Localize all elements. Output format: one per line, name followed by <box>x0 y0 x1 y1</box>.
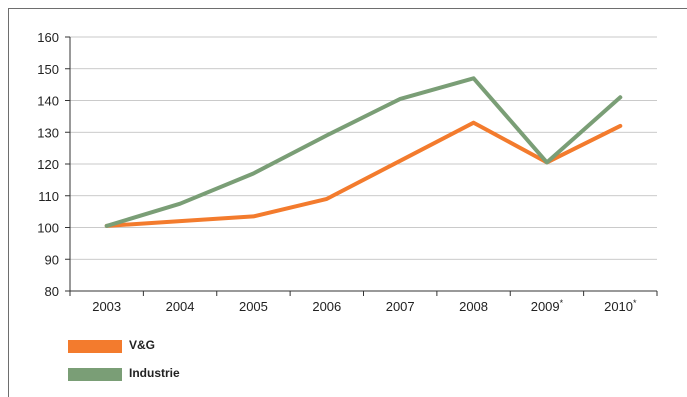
y-tick-label-130: 130 <box>37 125 59 140</box>
grid-lines <box>70 36 657 260</box>
y-tick-label-120: 120 <box>37 157 59 172</box>
x-tick-label-2006: 2006 <box>312 299 341 314</box>
x-tick-label-2009: 2009* <box>531 298 564 314</box>
series-line-industrie <box>104 76 623 228</box>
legend-swatch-industrie <box>68 368 122 381</box>
y-tick-label-150: 150 <box>37 62 59 77</box>
y-tick-label-100: 100 <box>37 221 59 236</box>
y-tick-label-160: 160 <box>37 30 59 45</box>
legend-label-industrie: Industrie <box>129 366 180 380</box>
legend-label-v-g: V&G <box>129 338 156 352</box>
legend-swatch-v-g <box>68 340 122 353</box>
x-tick-label-2004: 2004 <box>166 299 195 314</box>
x-axis: 2003 2004 2005 2006 2007 2008 2009* 2010* <box>69 290 658 314</box>
x-tick-label-2010: 2010* <box>604 298 637 314</box>
y-tick-label-90: 90 <box>45 252 59 267</box>
y-axis: 80 90 100 110 120 130 140 150 160 <box>37 30 71 299</box>
y-tick-label-110: 110 <box>38 189 59 204</box>
series-lines <box>104 76 623 228</box>
x-tick-label-2007: 2007 <box>386 299 415 314</box>
x-tick-label-2003: 2003 <box>92 299 121 314</box>
frame-left-border <box>8 8 9 397</box>
y-tick-label-140: 140 <box>37 94 59 109</box>
y-tick-label-80: 80 <box>45 284 59 299</box>
x-tick-label-2005: 2005 <box>239 299 268 314</box>
frame-top-border <box>8 8 687 9</box>
x-tick-label-2008: 2008 <box>459 299 488 314</box>
series-line-v-g <box>104 120 623 228</box>
